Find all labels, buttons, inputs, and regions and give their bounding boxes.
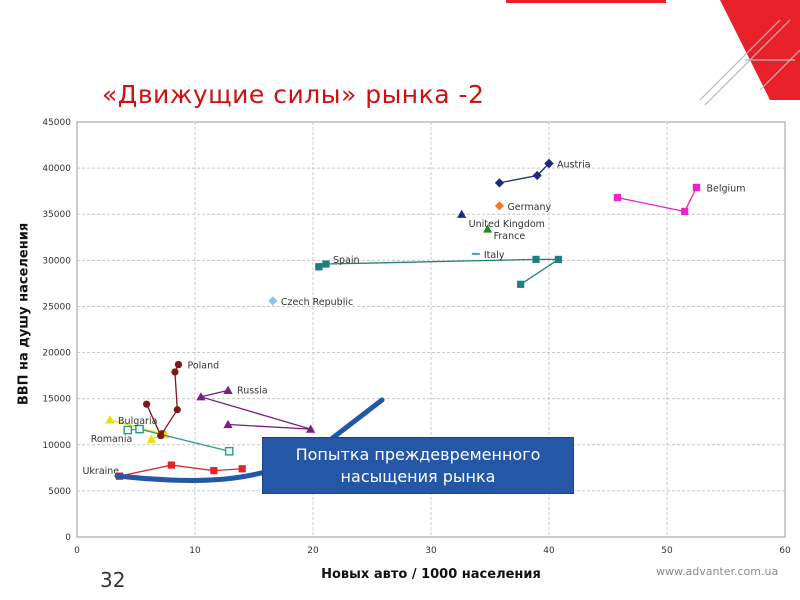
series-label: Belgium	[707, 183, 746, 194]
callout-line-2: насыщения рынка	[340, 467, 496, 486]
data-point-1	[554, 255, 563, 264]
data-point-0	[224, 446, 234, 456]
data-point-0	[268, 296, 278, 306]
series-label: Germany	[507, 202, 551, 213]
data-point-1	[135, 424, 144, 434]
y-tick-label: 5000	[48, 487, 71, 497]
data-point-latest	[223, 385, 233, 394]
data-point-0	[471, 252, 480, 255]
series-label: France	[494, 231, 526, 242]
series-label: United Kingdom	[469, 219, 545, 230]
y-tick-label: 20000	[42, 349, 71, 359]
x-tick-label: 50	[661, 546, 673, 556]
website-link[interactable]: www.advanter.com.ua	[656, 565, 779, 578]
data-point-2	[196, 392, 206, 401]
data-point-1	[306, 424, 316, 433]
data-point-3	[322, 260, 330, 268]
x-axis-title: Новых авто / 1000 населения	[321, 567, 541, 582]
data-point-1	[532, 170, 542, 181]
series-label: Poland	[187, 361, 219, 372]
data-point-latest	[692, 183, 701, 192]
x-tick-label: 60	[779, 546, 791, 556]
y-tick-label: 30000	[42, 256, 71, 266]
data-point-0	[223, 419, 233, 429]
series-label: Italy	[484, 250, 505, 261]
corner-wire-frame	[699, 19, 800, 106]
series-line	[119, 464, 243, 477]
y-tick-label: 45000	[42, 118, 71, 128]
data-point-0	[517, 280, 525, 288]
data-point-latest	[157, 431, 165, 440]
data-point-latest	[174, 360, 183, 369]
y-tick-label: 40000	[42, 164, 71, 174]
data-point-latest	[315, 263, 323, 271]
series-label: Russia	[237, 385, 268, 396]
data-point-2	[532, 255, 540, 264]
x-tick-label: 0	[74, 546, 80, 556]
callout-line-1: Попытка преждевременного	[295, 445, 541, 464]
data-point-1	[210, 467, 218, 475]
x-tick-label: 20	[307, 546, 319, 556]
data-point-0	[457, 209, 467, 218]
data-point-2	[167, 461, 175, 469]
series-line	[198, 389, 311, 430]
y-tick-label: 35000	[42, 210, 71, 220]
data-point-0	[146, 434, 156, 443]
series-line	[499, 163, 550, 184]
slide-number: 32	[100, 568, 126, 592]
series-line	[161, 364, 180, 435]
corner-decoration	[506, 0, 800, 106]
data-point-1	[173, 406, 181, 414]
series-line	[146, 403, 162, 436]
series-label: Romania	[91, 434, 133, 445]
data-point-latest	[105, 415, 115, 424]
data-point-0	[143, 400, 151, 408]
data-point-2	[123, 425, 133, 435]
series-label: Bulgaria	[118, 416, 157, 427]
series	[105, 158, 701, 480]
series-label: Spain	[333, 255, 360, 266]
data-point-1	[681, 207, 689, 216]
axes: 0 5000 10000 15000 20000 25000 30000 35000 40000…	[42, 118, 791, 556]
y-axis-title: ВВП на душу населения	[16, 222, 32, 406]
x-tick-label: 40	[543, 546, 555, 556]
x-tick-label: 30	[425, 546, 437, 556]
data-point-latest	[544, 158, 554, 169]
x-tick-label: 10	[189, 546, 201, 556]
data-point-0	[483, 224, 493, 233]
data-point-0	[613, 194, 622, 202]
slide-title: «Движущие силы» рынка -2	[102, 80, 485, 109]
series-label: Austria	[557, 160, 591, 171]
data-point-0	[238, 465, 246, 473]
y-tick-label: 15000	[42, 395, 71, 405]
point-labels: Austria Belgium Germany United KingdomFranc…	[82, 160, 745, 478]
y-tick-label: 25000	[42, 302, 71, 312]
data-point-0	[494, 178, 505, 188]
y-tick-label: 0	[65, 533, 71, 543]
series-label: Ukraine	[82, 466, 119, 477]
y-tick-label: 10000	[42, 441, 71, 451]
corner-red-bar	[506, 0, 666, 3]
data-point-0	[494, 201, 505, 211]
series-label: Czech Republic	[281, 297, 353, 308]
data-point-2	[171, 368, 179, 376]
callout-box: Попытка преждевременного насыщения рынка	[262, 437, 574, 494]
